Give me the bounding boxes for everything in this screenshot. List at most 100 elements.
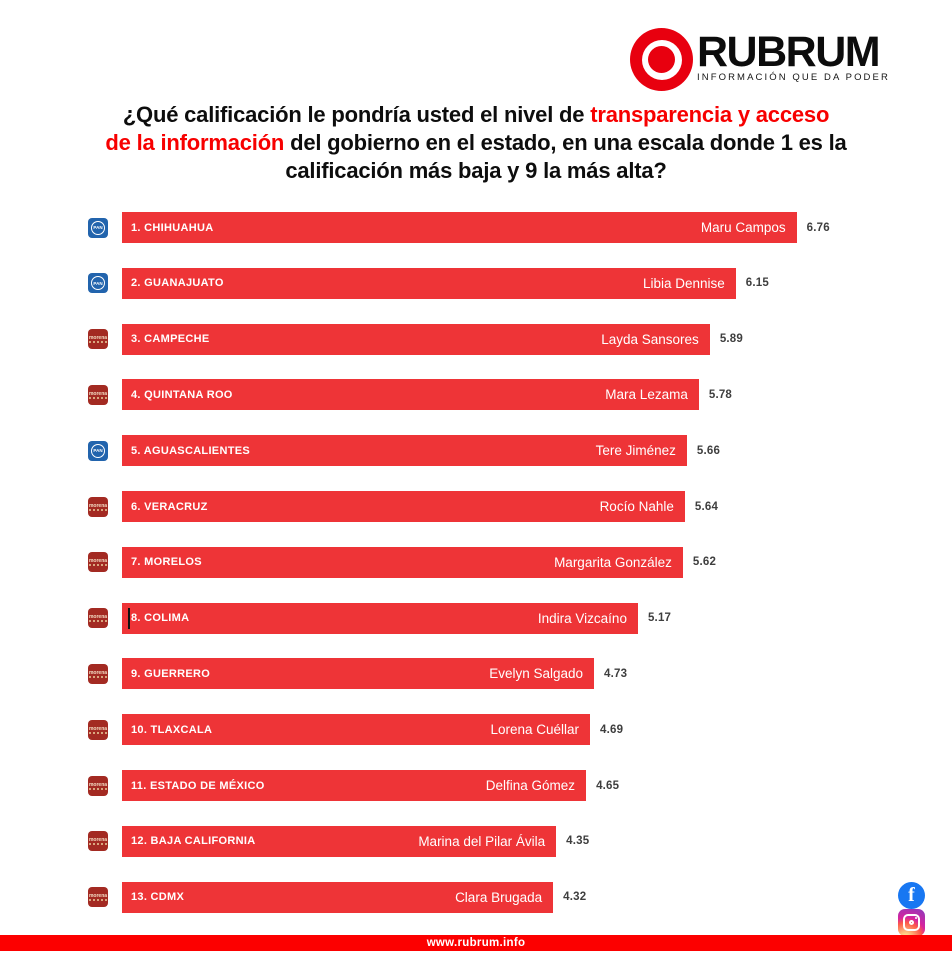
score-bar: 1. CHIHUAHUA Maru Campos (122, 212, 797, 243)
party-label: morena (88, 781, 108, 790)
party-logo-icon: morena (88, 496, 108, 517)
party-logo-icon: morena (88, 329, 108, 350)
score-value: 5.66 (696, 444, 721, 457)
survey-question: ¿Qué calificación le pondría usted el ni… (20, 101, 932, 185)
ranking-row: morena 13. CDMX Clara Brugada 4.32 (88, 881, 586, 913)
governor-name: Evelyn Salgado (489, 666, 584, 682)
party-label: morena (88, 390, 108, 399)
facebook-icon[interactable] (898, 882, 925, 909)
governor-name: Lorena Cuéllar (490, 722, 580, 738)
state-label: 2. GUANAJUATO (131, 277, 224, 290)
party-logo-icon: morena (88, 831, 108, 852)
question-segment: transparencia y acceso (590, 102, 830, 127)
instagram-icon[interactable] (898, 909, 925, 936)
party-logo-icon: PAN (88, 217, 108, 238)
score-value: 6.76 (806, 221, 830, 234)
governor-name: Layda Sansores (601, 331, 699, 347)
website-link[interactable]: www.rubrum.info (426, 937, 526, 949)
score-bar: 6. VERACRUZ Rocío Nahle (122, 491, 685, 522)
question-segment: calificación más baja y 9 la más alta? (285, 158, 667, 183)
party-logo-icon: morena (88, 719, 108, 740)
governor-name: Mara Lezama (605, 387, 688, 403)
question-line: ¿Qué calificación le pondría usted el ni… (20, 101, 932, 129)
score-bar: 8. COLIMA Indira Vizcaíno (122, 602, 638, 634)
ranking-row: morena 7. MORELOS Margarita González 5.6… (88, 546, 717, 578)
party-label: morena (88, 669, 108, 678)
governor-name: Maru Campos (700, 220, 786, 235)
target-core (648, 46, 675, 73)
question-segment: ¿Qué calificación le pondría usted el ni… (122, 102, 591, 127)
party-label: morena (88, 335, 108, 344)
ranking-row: morena 11. ESTADO DE MÉXICO Delfina Góme… (88, 770, 619, 801)
party-label: PAN (91, 443, 105, 458)
score-value: 5.17 (647, 612, 672, 625)
party-label: morena (88, 558, 108, 567)
state-label: 9. GUERRERO (131, 667, 211, 680)
target-ring (641, 39, 682, 80)
brand-tagline: INFORMACIÓN QUE DA PODER (697, 72, 890, 83)
score-value: 4.69 (600, 723, 624, 736)
question-line: de la información del gobierno en el est… (20, 129, 932, 157)
governor-name: Libia Dennise (642, 275, 725, 291)
question-segment: de la información (105, 130, 285, 155)
ranking-row: morena 3. CAMPECHE Layda Sansores 5.89 (88, 323, 743, 355)
score-bar: 7. MORELOS Margarita González (122, 546, 683, 578)
ranking-row: PAN 1. CHIHUAHUA Maru Campos 6.76 (88, 212, 830, 243)
party-label: PAN (91, 220, 105, 235)
score-value: 4.73 (604, 667, 628, 680)
governor-name: Marina del Pilar Ávila (418, 833, 546, 849)
score-bar: 4. QUINTANA ROO Mara Lezama (122, 379, 699, 411)
state-label: 10. TLAXCALA (131, 723, 213, 736)
state-label: 8. COLIMA (131, 612, 190, 625)
score-value: 5.89 (719, 333, 743, 346)
score-bar: 5. AGUASCALIENTES Tere Jiménez (122, 435, 687, 467)
score-value: 5.64 (694, 500, 719, 513)
brand-text: RUBRUM INFORMACIÓN QUE DA PODER (697, 29, 890, 83)
ranking-row: morena 6. VERACRUZ Rocío Nahle 5.64 (88, 491, 718, 522)
state-label: 4. QUINTANA ROO (131, 388, 233, 401)
ranking-row: PAN 2. GUANAJUATO Libia Dennise 6.15 (88, 267, 769, 299)
party-logo-icon: morena (88, 887, 108, 908)
party-logo-icon: morena (88, 608, 108, 629)
party-label: PAN (91, 276, 105, 291)
party-logo-icon: morena (88, 384, 108, 405)
party-logo-icon: morena (88, 663, 108, 684)
party-label: morena (88, 614, 108, 623)
question-line: calificación más baja y 9 la más alta? (20, 157, 932, 185)
score-value: 4.65 (596, 779, 620, 792)
party-logo-icon: PAN (88, 440, 108, 461)
state-label: 7. MORELOS (131, 556, 202, 569)
question-segment: del gobierno en el estado, en una escala… (284, 130, 847, 155)
score-value: 5.78 (708, 388, 733, 401)
state-label: 13. CDMX (131, 891, 185, 904)
score-bar: 2. GUANAJUATO Libia Dennise (122, 267, 736, 299)
ranking-row: PAN 5. AGUASCALIENTES Tere Jiménez 5.66 (88, 435, 721, 467)
ranking-row: morena 4. QUINTANA ROO Mara Lezama 5.78 (88, 379, 733, 411)
score-bar: 10. TLAXCALA Lorena Cuéllar (122, 714, 591, 746)
ranking-row: morena 10. TLAXCALA Lorena Cuéllar 4.69 (88, 714, 624, 746)
governor-name: Delfina Gómez (485, 778, 576, 793)
state-label: 11. ESTADO DE MÉXICO (131, 779, 265, 792)
score-bar: 3. CAMPECHE Layda Sansores (122, 323, 710, 355)
party-label: morena (88, 893, 108, 902)
governor-name: Margarita González (554, 554, 672, 570)
state-label: 6. VERACRUZ (131, 500, 208, 513)
governor-name: Rocío Nahle (599, 499, 674, 514)
brand-logo: RUBRUM INFORMACIÓN QUE DA PODER (630, 28, 920, 94)
party-logo-icon: morena (88, 552, 108, 573)
ranking-row: morena 12. BAJA CALIFORNIA Marina del Pi… (88, 825, 589, 857)
state-label: 12. BAJA CALIFORNIA (131, 835, 256, 848)
state-label: 5. AGUASCALIENTES (131, 444, 250, 457)
score-bar: 9. GUERRERO Evelyn Salgado (122, 658, 595, 690)
score-bar: 13. CDMX Clara Brugada (122, 881, 554, 913)
score-bar: 11. ESTADO DE MÉXICO Delfina Gómez (122, 770, 587, 801)
party-label: morena (88, 725, 108, 734)
score-bar: 12. BAJA CALIFORNIA Marina del Pilar Ávi… (122, 825, 557, 857)
score-value: 5.62 (692, 556, 717, 569)
state-label: 3. CAMPECHE (131, 333, 210, 346)
governor-name: Indira Vizcaíno (537, 610, 627, 626)
social-icons (898, 882, 926, 936)
score-value: 6.15 (745, 277, 769, 290)
instagram-camera-glyph (903, 914, 920, 931)
